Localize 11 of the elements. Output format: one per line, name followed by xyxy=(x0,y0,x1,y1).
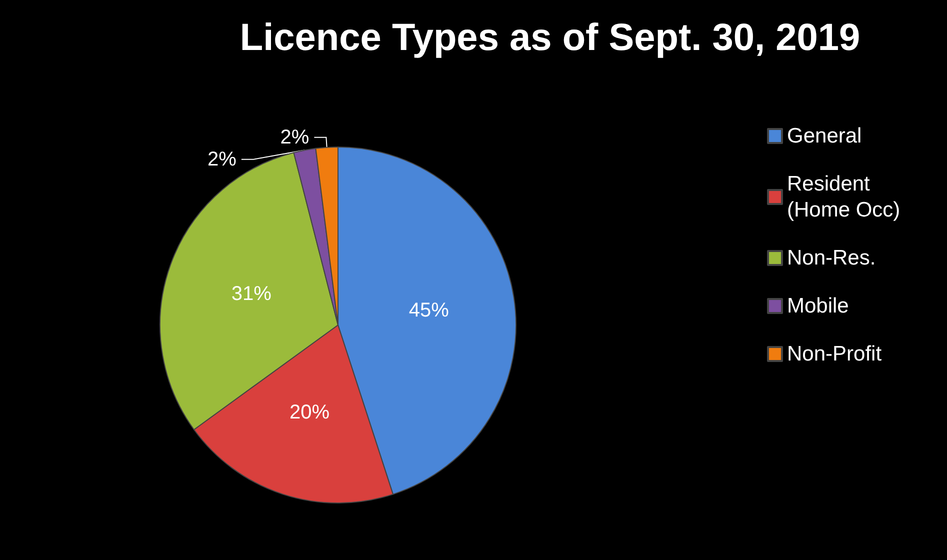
data-label: 31% xyxy=(231,282,272,305)
legend-label: General xyxy=(787,124,862,148)
data-label: 45% xyxy=(408,300,450,322)
legend-label: Non-Res. xyxy=(787,246,876,270)
data-label: 20% xyxy=(290,401,330,424)
legend-label: Non-Profit xyxy=(787,342,882,366)
data-label: 2% xyxy=(280,126,310,148)
legend-label: Resident (Home Occ) xyxy=(787,172,900,222)
chart-title: Licence Types as of Sept. 30, 2019 xyxy=(240,17,860,59)
data-label: 2% xyxy=(208,148,237,170)
legend-label: Mobile xyxy=(787,294,849,318)
